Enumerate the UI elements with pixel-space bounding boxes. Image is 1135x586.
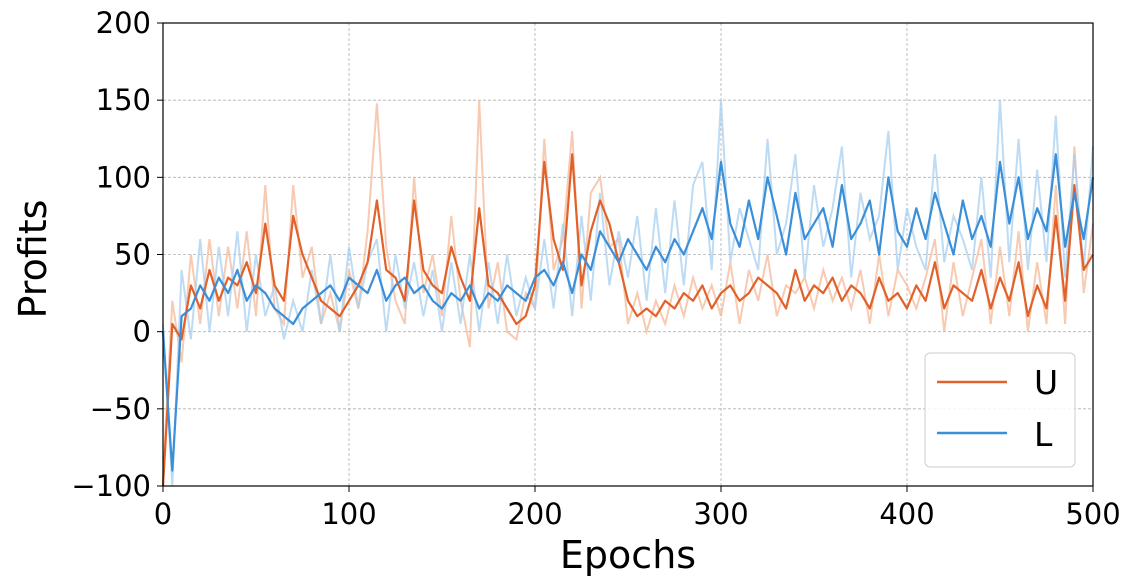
raw-series-layer bbox=[162, 100, 1094, 487]
x-tick-label: 400 bbox=[879, 497, 934, 531]
series-line-l bbox=[161, 153, 1095, 472]
x-tick-label: 100 bbox=[321, 497, 376, 531]
y-tick-label: 50 bbox=[114, 238, 151, 272]
legend-label-l: L bbox=[1034, 415, 1053, 454]
y-tick-label: 200 bbox=[96, 6, 151, 40]
series-raw-line-l bbox=[162, 100, 1094, 487]
x-axis-title: Epochs bbox=[560, 533, 696, 577]
y-tick-label: 150 bbox=[96, 83, 151, 117]
y-tick-label: −100 bbox=[71, 469, 151, 503]
x-tick-label: 200 bbox=[507, 497, 562, 531]
x-tick-label: 500 bbox=[1065, 497, 1120, 531]
y-axis-ticks: −100 −50 0 50 100 150 200 bbox=[71, 6, 163, 503]
x-tick-label: 0 bbox=[154, 497, 172, 531]
legend-label-u: U bbox=[1034, 363, 1058, 402]
y-tick-label: 0 bbox=[133, 315, 151, 349]
smoothed-series-layer bbox=[161, 153, 1095, 487]
x-tick-label: 300 bbox=[693, 497, 748, 531]
series-raw-line-u bbox=[162, 100, 1094, 479]
y-axis-title: Profits bbox=[11, 200, 55, 319]
y-tick-label: 100 bbox=[96, 160, 151, 194]
y-tick-label: −50 bbox=[90, 392, 151, 426]
series-line-u bbox=[161, 153, 1094, 487]
legend: U L bbox=[924, 352, 1076, 468]
x-axis-ticks: 0 100 200 300 400 500 bbox=[154, 486, 1121, 531]
